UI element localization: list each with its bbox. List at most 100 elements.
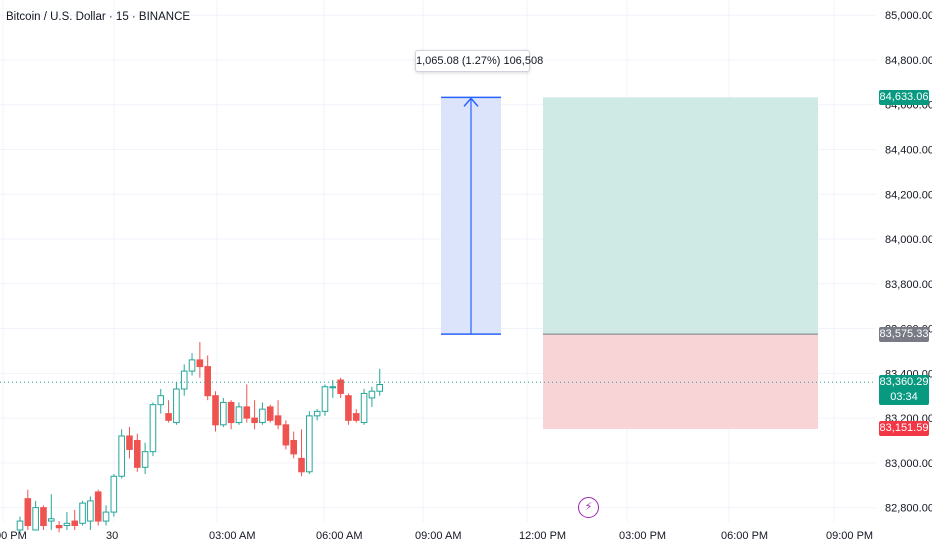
candle: [157, 388, 165, 414]
candle: [298, 429, 305, 477]
candle-body: [204, 366, 211, 397]
candle-body: [329, 386, 337, 389]
candle-body: [180, 370, 188, 390]
candle: [282, 420, 290, 450]
candle-body: [235, 406, 243, 424]
candle-body: [259, 408, 266, 424]
candle: [47, 494, 55, 530]
candle: [110, 474, 118, 517]
candle: [118, 429, 125, 479]
candle-body: [173, 388, 180, 424]
candle-body: [345, 395, 352, 421]
candle: [243, 384, 251, 423]
target-price-tag: 84,633.06: [879, 89, 929, 105]
candle: [306, 411, 313, 475]
candle-body: [227, 401, 235, 424]
candle: [204, 355, 211, 401]
candle-body: [352, 413, 360, 421]
candle-body: [24, 498, 32, 527]
candle-body: [118, 435, 125, 477]
candle: [251, 400, 258, 430]
candle-body: [94, 491, 102, 522]
candle-body: [196, 359, 204, 368]
last-price-tag: 83,360.29 03:34: [879, 374, 929, 405]
measure-arrow-head: [463, 97, 479, 107]
candle: [220, 397, 227, 428]
price-tick-label: 84,800.00: [885, 55, 932, 67]
candle-body: [290, 439, 297, 455]
candle-body: [102, 511, 110, 522]
candle: [102, 505, 110, 526]
chart-title: Bitcoin / U.S. Dollar · 15 · BINANCE: [6, 11, 191, 23]
time-axis: 00 PM 30 03:00 AM 06:00 AM 09:00 AM 12:00 PM 0…: [0, 530, 873, 542]
candle: [235, 402, 243, 425]
candle-body: [282, 424, 290, 446]
candle: [337, 377, 344, 398]
candle-body: [79, 502, 86, 524]
candle-body: [16, 520, 24, 531]
candle: [94, 489, 102, 526]
measure-label: 1,065.08 (1.27%) 106,508: [415, 50, 543, 72]
candle: [321, 384, 329, 416]
candle-body: [274, 415, 282, 426]
candle-body: [149, 404, 157, 453]
lightning-icon[interactable]: ⚡: [578, 497, 599, 518]
candle-body: [243, 406, 251, 419]
candle-body: [63, 522, 71, 527]
time-tick-label: 12:00 PM: [519, 530, 566, 542]
candle: [188, 353, 196, 376]
candle-body: [220, 401, 227, 426]
candle: [87, 496, 94, 530]
candle: [274, 400, 282, 430]
candle: [352, 409, 360, 423]
time-tick-label: 03:00 PM: [619, 530, 666, 542]
candle-body: [266, 406, 274, 421]
stop-price-tag: 83,151.59: [879, 421, 929, 437]
price-tick-label: 82,800.00: [885, 503, 932, 515]
candle-body: [40, 507, 47, 527]
candle-body: [165, 413, 172, 421]
time-tick-label: 09:00 AM: [415, 530, 461, 542]
candle-body: [321, 386, 329, 412]
time-tick-label: 06:00 PM: [721, 530, 768, 542]
time-tick-label: 30: [106, 530, 118, 542]
price-axis: 82,800.0083,000.0083,200.0083,400.0083,6…: [885, 10, 932, 514]
candle: [63, 512, 71, 530]
candle: [134, 433, 141, 472]
candle: [313, 409, 321, 421]
grid: [0, 0, 875, 522]
candle-body: [126, 435, 133, 450]
candle: [180, 364, 188, 396]
candle: [173, 382, 180, 425]
candles: [16, 341, 384, 533]
price-tick-label: 84,000.00: [885, 234, 932, 246]
loss-zone: [543, 334, 818, 429]
candle-body: [188, 359, 196, 372]
entry-price-tag: 83,575.33: [879, 326, 929, 342]
price-tick-label: 84,200.00: [885, 189, 932, 201]
candle-body: [87, 500, 94, 522]
position-zones: [441, 96, 818, 429]
candle: [376, 368, 384, 396]
profit-zone: [543, 97, 818, 335]
time-tick-label: 09:00 PM: [826, 530, 873, 542]
time-tick-label: 00 PM: [0, 530, 27, 542]
candle-body: [212, 395, 219, 426]
candle: [71, 509, 79, 530]
candle: [266, 404, 274, 423]
candle: [368, 386, 376, 407]
candle-body: [157, 395, 165, 406]
price-tick-label: 85,000.00: [885, 10, 932, 22]
candle-body: [134, 439, 141, 468]
candle-body: [141, 451, 149, 468]
candle-body: [71, 520, 79, 527]
candle-body: [368, 390, 376, 399]
candle: [40, 505, 47, 530]
price-tick-label: 84,400.00: [885, 144, 932, 156]
candle: [227, 400, 235, 430]
candle: [149, 402, 157, 457]
candle: [24, 489, 32, 530]
candle-body: [306, 415, 313, 473]
